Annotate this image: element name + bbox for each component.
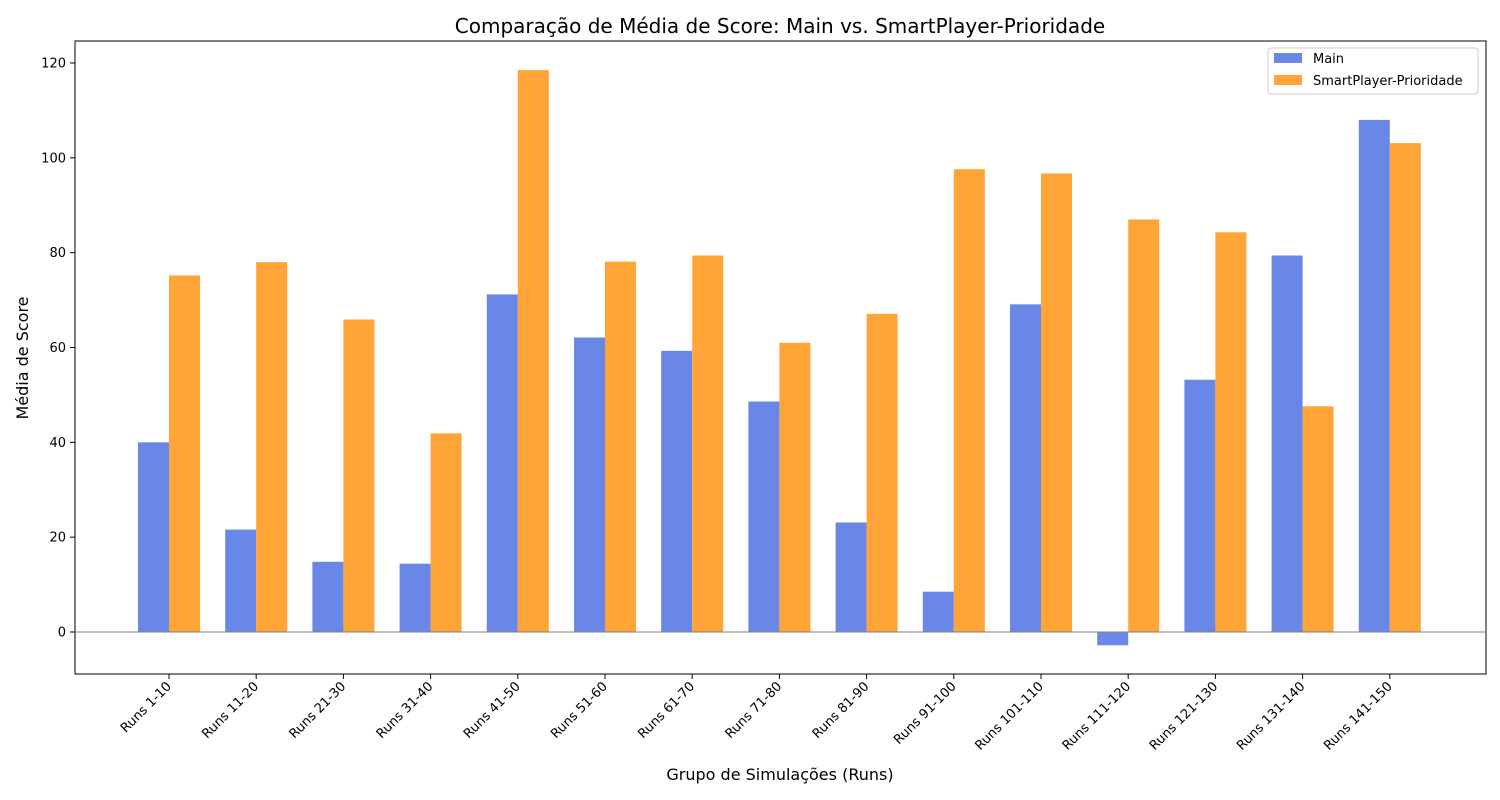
x-tick-label: Runs 131-140: [1234, 679, 1308, 753]
x-tick-label: Runs 51-60: [548, 679, 611, 742]
y-tick-label: 0: [58, 626, 66, 641]
bar-main-8: [748, 401, 780, 632]
x-tick-label: Runs 111-120: [1060, 679, 1134, 753]
bar-main-5: [486, 294, 518, 632]
x-tick-label: Runs 41-50: [461, 679, 524, 742]
bar-main-4: [399, 563, 431, 632]
bar-smartplayer-15: [1389, 143, 1421, 633]
y-tick-label: 20: [49, 531, 66, 546]
y-tick-label: 80: [49, 246, 66, 261]
legend-swatch-smartplayer: [1274, 75, 1302, 85]
legend-label-main: Main: [1313, 52, 1344, 67]
bar-main-12: [1097, 632, 1129, 646]
x-tick-label: Runs 121-130: [1147, 679, 1221, 753]
bar-main-15: [1358, 119, 1390, 632]
x-tick-label: Runs 31-40: [374, 679, 437, 742]
bar-smartplayer-13: [1215, 232, 1247, 632]
legend: Main SmartPlayer-Prioridade: [1267, 47, 1479, 95]
x-tick-label: Runs 1-10: [118, 679, 175, 736]
bar-smartplayer-1: [169, 275, 200, 632]
legend-label-smartplayer: SmartPlayer-Prioridade: [1313, 74, 1463, 89]
y-axis-title: Média de Score: [13, 296, 32, 419]
bar-main-3: [312, 561, 344, 632]
bar-smartplayer-6: [605, 261, 636, 632]
bar-smartplayer-5: [517, 70, 549, 633]
x-axis-title: Grupo de Simulações (Runs): [666, 765, 893, 784]
bar-main-11: [1010, 304, 1041, 632]
bar-main-6: [574, 337, 605, 632]
bar-smartplayer-2: [256, 262, 288, 632]
bars-group: [138, 70, 1421, 646]
bar-main-14: [1271, 255, 1303, 633]
chart-title: Comparação de Média de Score: Main vs. S…: [455, 14, 1105, 38]
y-tick-label: 40: [49, 436, 66, 451]
bar-main-9: [835, 522, 867, 632]
plot-area-frame: [74, 40, 1487, 675]
bar-smartplayer-8: [779, 342, 811, 632]
bar-smartplayer-12: [1128, 219, 1160, 632]
x-tick-label: Runs 81-90: [810, 679, 873, 742]
x-tick-label: Runs 11-20: [199, 679, 262, 742]
y-tick-label: 60: [49, 341, 66, 356]
bar-smartplayer-14: [1302, 406, 1334, 632]
bar-smartplayer-10: [953, 169, 985, 633]
bar-smartplayer-7: [692, 255, 724, 633]
x-tick-label: Runs 21-30: [287, 679, 350, 742]
bar-main-1: [138, 442, 169, 632]
x-tick-label: Runs 71-80: [723, 679, 786, 742]
bar-main-2: [225, 529, 257, 632]
y-tick-label: 120: [41, 57, 66, 72]
x-tick-label: Runs 141-150: [1321, 679, 1395, 753]
bar-main-13: [1184, 379, 1216, 632]
y-axis: 0 20 40 60 80 100 120: [41, 57, 75, 641]
x-tick-label: Runs 61-70: [635, 679, 698, 742]
bar-smartplayer-11: [1041, 173, 1072, 632]
legend-swatch-main: [1274, 53, 1302, 63]
bar-smartplayer-4: [430, 433, 462, 632]
bar-main-10: [922, 591, 954, 632]
y-tick-label: 100: [41, 151, 66, 166]
x-axis: Runs 1-10 Runs 11-20 Runs 21-30 Runs 31-40 R…: [118, 674, 1396, 754]
bar-smartplayer-9: [866, 313, 898, 632]
x-tick-label: Runs 91-100: [891, 679, 960, 748]
bar-main-7: [661, 350, 693, 632]
bar-smartplayer-3: [343, 319, 375, 632]
x-tick-label: Runs 101-110: [972, 679, 1046, 753]
legend-frame: [1267, 47, 1479, 95]
